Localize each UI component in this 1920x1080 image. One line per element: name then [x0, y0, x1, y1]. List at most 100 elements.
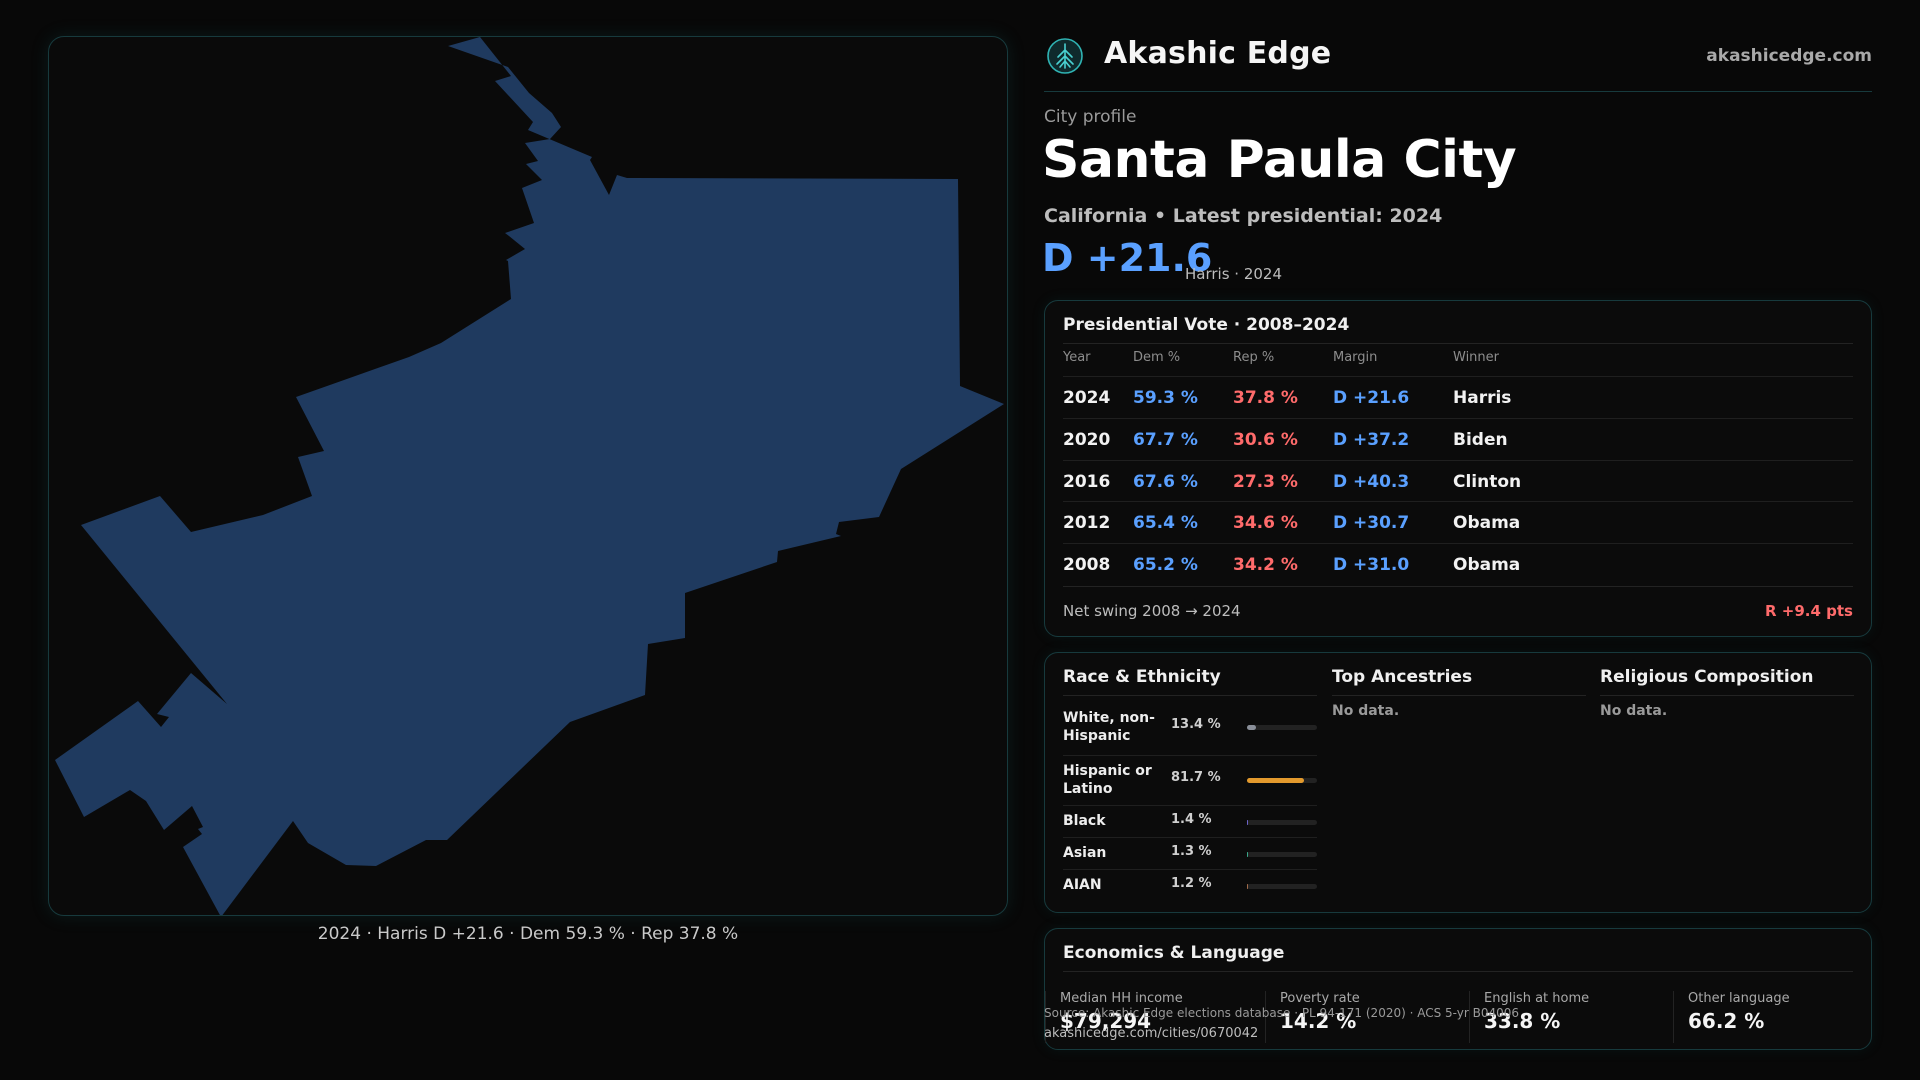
divider [1063, 695, 1317, 696]
divider [1332, 695, 1586, 696]
religion-empty: No data. [1600, 703, 1668, 719]
econ-label: Median HH income [1060, 991, 1183, 1006]
header-dem: Dem % [1133, 350, 1181, 365]
cell-rep: 37.8 % [1233, 388, 1298, 408]
table-row: 2024 59.3 % 37.8 % D +21.6 Harris [1063, 376, 1853, 418]
econ-value: 14.2 % [1280, 1009, 1357, 1033]
brand-header: Akashic Edge akashicedge.com [1044, 34, 1872, 92]
swing-label: Net swing 2008 → 2024 [1063, 602, 1241, 620]
divider [1063, 343, 1853, 344]
cell-rep: 27.3 % [1233, 472, 1298, 492]
race-bar [1247, 778, 1317, 783]
cell-year: 2016 [1063, 472, 1111, 492]
econ-label: Other language [1688, 991, 1790, 1006]
cell-year: 2008 [1063, 555, 1111, 575]
race-bar [1247, 725, 1317, 730]
header-winner: Winner [1453, 350, 1500, 365]
econ-stat: Median HH income $79,294 [1045, 991, 1245, 1043]
swing-value: R +9.4 pts [1765, 602, 1853, 620]
city-map[interactable] [48, 36, 1008, 916]
ancestries-empty: No data. [1332, 703, 1400, 719]
econ-value: $79,294 [1060, 1009, 1152, 1033]
econ-value: 33.8 % [1484, 1009, 1561, 1033]
race-bar-fill [1247, 884, 1249, 889]
economics-title: Economics & Language [1063, 943, 1285, 963]
race-pct: 13.4 % [1171, 717, 1221, 732]
cell-year: 2012 [1063, 513, 1111, 533]
divider [1063, 971, 1853, 972]
vote-card-title: Presidential Vote · 2008–2024 [1063, 315, 1350, 335]
margin-subtext: Harris · 2024 [1185, 265, 1283, 283]
cell-dem: 65.4 % [1133, 513, 1198, 533]
cell-dem: 67.7 % [1133, 430, 1198, 450]
race-pct: 1.4 % [1171, 812, 1212, 827]
economics-card: Economics & Language Median HH income $7… [1044, 928, 1872, 1050]
brand-name[interactable]: Akashic Edge [1104, 36, 1332, 71]
map-caption: 2024 · Harris D +21.6 · Dem 59.3 % · Rep… [317, 924, 739, 944]
page-title: Santa Paula City [1042, 130, 1517, 190]
race-bar-fill [1247, 852, 1249, 857]
header-year: Year [1063, 350, 1091, 365]
city-boundary-shape[interactable] [55, 37, 1004, 916]
table-row: 2008 65.2 % 34.2 % D +31.0 Obama [1063, 543, 1853, 585]
race-bar [1247, 884, 1317, 889]
cell-winner: Obama [1453, 513, 1521, 533]
cell-winner: Biden [1453, 430, 1508, 450]
demographics-card: Race & Ethnicity Top Ancestries No data.… [1044, 652, 1872, 913]
race-label: Black [1063, 813, 1106, 829]
race-bar-fill [1247, 778, 1305, 783]
race-pct: 1.2 % [1171, 876, 1212, 891]
ancestries-title: Top Ancestries [1332, 667, 1473, 687]
cell-year: 2020 [1063, 430, 1111, 450]
econ-stat: Poverty rate 14.2 % [1265, 991, 1465, 1043]
race-row: Asian 1.3 % [1063, 837, 1317, 869]
race-label: White, non-Hispanic [1063, 710, 1155, 744]
header-margin: Margin [1333, 350, 1378, 365]
race-label: AIAN [1063, 877, 1102, 893]
cell-rep: 34.2 % [1233, 555, 1298, 575]
state-line: California • Latest presidential: 2024 [1044, 205, 1443, 227]
presidential-vote-card: Presidential Vote · 2008–2024 Year Dem %… [1044, 300, 1872, 637]
cell-margin: D +40.3 [1333, 472, 1410, 492]
race-pct: 81.7 % [1171, 770, 1221, 785]
race-bar-fill [1247, 725, 1257, 730]
tree-circle-icon[interactable] [1046, 37, 1084, 75]
econ-label: Poverty rate [1280, 991, 1360, 1006]
divider [1600, 695, 1854, 696]
source-url-link[interactable]: akashicedge.com/cities/0670042 [1044, 1026, 1259, 1041]
cell-margin: D +30.7 [1333, 513, 1410, 533]
cell-margin: D +31.0 [1333, 555, 1410, 575]
cell-margin: D +21.6 [1333, 388, 1410, 408]
econ-stat: Other language 66.2 % [1673, 991, 1863, 1043]
cell-dem: 59.3 % [1133, 388, 1198, 408]
cell-winner: Clinton [1453, 472, 1522, 492]
race-label: Hispanic or Latino [1063, 763, 1152, 797]
race-row: Hispanic or Latino 81.7 % [1063, 755, 1317, 805]
cell-winner: Harris [1453, 388, 1512, 408]
race-bar [1247, 820, 1317, 825]
race-bar [1247, 852, 1317, 857]
city-boundary-map [55, 37, 1004, 916]
cell-rep: 34.6 % [1233, 513, 1298, 533]
race-bar-fill [1247, 820, 1249, 825]
race-label: Asian [1063, 845, 1107, 861]
page-subtitle: City profile [1044, 107, 1137, 127]
econ-stat: English at home 33.8 % [1469, 991, 1669, 1043]
table-row: 2012 65.4 % 34.6 % D +30.7 Obama [1063, 501, 1853, 543]
race-row: White, non-Hispanic 13.4 % [1063, 705, 1317, 755]
cell-winner: Obama [1453, 555, 1521, 575]
source-note: Source: Akashic Edge elections database … [1044, 1006, 1520, 1020]
cell-year: 2024 [1063, 388, 1111, 408]
header-rep: Rep % [1233, 350, 1275, 365]
cell-margin: D +37.2 [1333, 430, 1410, 450]
race-title: Race & Ethnicity [1063, 667, 1221, 687]
cell-dem: 65.2 % [1133, 555, 1198, 575]
econ-label: English at home [1484, 991, 1590, 1006]
divider [1063, 586, 1853, 587]
margin-headline: D +21.6 [1042, 236, 1213, 280]
brand-url-link[interactable]: akashicedge.com [1706, 46, 1872, 66]
table-row: 2016 67.6 % 27.3 % D +40.3 Clinton [1063, 460, 1853, 502]
religion-title: Religious Composition [1600, 667, 1814, 687]
race-pct: 1.3 % [1171, 844, 1212, 859]
cell-dem: 67.6 % [1133, 472, 1198, 492]
